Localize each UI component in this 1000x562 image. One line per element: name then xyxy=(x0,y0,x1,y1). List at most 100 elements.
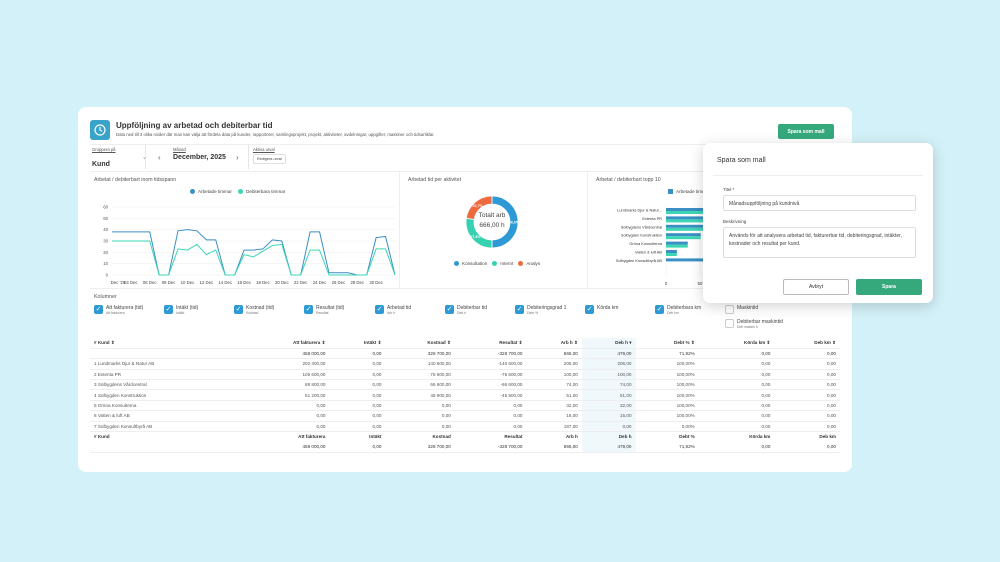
column-checkbox[interactable]: ✓ Debiterbara km Deb km xyxy=(655,305,701,315)
sort-icon: ⇕ xyxy=(574,339,578,345)
save-template-button[interactable]: Spara som mall xyxy=(778,124,834,139)
title-input[interactable]: Månadsuppföljning på kundnivå xyxy=(723,195,916,211)
footer-label: Intäkt xyxy=(369,434,382,440)
total-cell xyxy=(90,348,241,360)
table-row[interactable]: 1 Lundmarks Djur & Natur AB 202 400,00 0,0… xyxy=(90,358,840,370)
edit-filter-button[interactable]: Redigera urval xyxy=(253,154,286,164)
table-row[interactable]: 4 Solbygden Konstruktion 61 200,00 0,00 45 … xyxy=(90,389,840,401)
bar-debiterbara xyxy=(666,227,717,231)
prev-month-icon[interactable]: ‹ xyxy=(158,153,161,162)
column-checkbox[interactable]: ✓ Att fakturera (tid) Att fakturera xyxy=(94,305,143,315)
table-cell: 0,00 xyxy=(454,421,527,433)
line-chart-panel: Arbetat / debiterbart inom tidsspann Arb… xyxy=(90,172,400,288)
column-checkbox[interactable]: ✓ Intäkt (tid) Intäkt xyxy=(164,305,198,315)
column-header[interactable]: Körda km ⇕ xyxy=(698,338,775,349)
legend-dot-icon xyxy=(454,261,459,266)
table-cell: 0,00 xyxy=(774,421,840,433)
save-button[interactable]: Spara xyxy=(856,279,922,295)
column-checkbox[interactable]: Maskintid xyxy=(725,305,758,314)
footer-label: Arb h xyxy=(565,434,578,440)
checkbox-checked-icon: ✓ xyxy=(375,305,384,314)
column-header[interactable]: Resultat ⇕ xyxy=(454,338,527,349)
total-cell: 0,00 xyxy=(774,348,840,360)
table-cell: 140 600,00 xyxy=(385,358,455,370)
modal-title: Spara som mall xyxy=(717,157,766,164)
column-header[interactable]: Deb km ⇕ xyxy=(774,338,840,349)
table-cell: 0,00 xyxy=(698,358,775,370)
column-header[interactable]: Arb h ⇕ xyxy=(526,338,582,349)
column-sublabel: Debt % xyxy=(527,311,539,315)
x-tick-label: 0 xyxy=(665,281,668,286)
column-label: Debiterbar maskintid xyxy=(737,319,783,325)
bar-arbetade xyxy=(666,250,677,253)
legend-dot-icon xyxy=(190,189,195,194)
table-cell: 202 400,00 xyxy=(240,358,330,370)
x-tick-label: 50 xyxy=(698,281,703,286)
group-label: Gruppera på xyxy=(92,147,116,152)
column-checkbox[interactable]: ✓ Arbetad tid Arb h xyxy=(375,305,411,315)
column-checkbox[interactable]: ✓ Kostnad (tid) Kostnad xyxy=(234,305,274,315)
table-cell: 0,00 xyxy=(774,410,840,422)
total-cell: 0,00 xyxy=(698,348,775,360)
total-cell: 666,00 xyxy=(526,348,582,360)
legend-dot-icon xyxy=(518,261,524,266)
table-cell: 0,00 xyxy=(698,410,775,422)
legend-arbetade: Arbetade timmar xyxy=(676,189,710,194)
table-row[interactable]: 6 Vatten & luft AB 0,00 0,00 0,00 0,00 16,00 1… xyxy=(90,410,840,422)
table-cell: 0,00 xyxy=(329,410,386,422)
header-label: Resultat xyxy=(499,339,518,345)
table-cell: 0,00 xyxy=(240,421,330,433)
column-label: Debiterbara km xyxy=(667,305,702,311)
checkbox-checked-icon: ✓ xyxy=(655,305,664,314)
column-sublabel: Kostnad xyxy=(246,311,259,315)
bar-category-label: Vatten & luft AB xyxy=(635,250,662,255)
header-label: Körda km xyxy=(744,339,766,345)
next-month-icon[interactable]: › xyxy=(236,153,239,162)
table-cell: 4 Solbygden Konstruktion xyxy=(90,389,241,401)
x-tick-label: 14 Dec xyxy=(218,280,232,285)
table-cell: 0,00 xyxy=(329,369,386,381)
y-tick-label: 50 xyxy=(103,216,108,221)
column-checkbox[interactable]: ✓ Debiterbar tid Deb h xyxy=(445,305,487,315)
x-tick-label: 20 Dec xyxy=(275,280,289,285)
footer-label: Deb km xyxy=(819,434,836,440)
checkbox-checked-icon: ✓ xyxy=(94,305,103,314)
column-header[interactable]: Debt % ⇕ xyxy=(635,338,699,349)
y-tick-label: 30 xyxy=(103,239,108,244)
group-select[interactable]: Kund ⌄ xyxy=(92,153,152,168)
column-checkbox[interactable]: ✓ Resultat (tid) Resultat xyxy=(304,305,344,315)
table-cell: 32,00 xyxy=(526,400,582,412)
table-cell: 7 Solbygden Konsultbyrå AB xyxy=(90,421,241,433)
x-tick-label: 06 Dec xyxy=(143,280,157,285)
table-cell: 74,00 xyxy=(581,379,636,391)
table-cell: 100,00% xyxy=(635,400,699,412)
column-header[interactable]: Intäkt ⇕ xyxy=(329,338,386,349)
column-checkbox[interactable]: ✓ Körda km xyxy=(585,305,618,314)
cancel-button[interactable]: Avbryt xyxy=(783,279,849,295)
bar-title: Arbetat / debiterbart topp 10 xyxy=(596,177,661,183)
total-cell: 479,00 xyxy=(581,348,636,360)
description-label: Beskrivning xyxy=(723,219,747,224)
legend-analys: Analys xyxy=(526,261,541,266)
description-textarea[interactable]: Används för att analysera arbetad tid, f… xyxy=(723,227,916,258)
column-checkbox[interactable]: Debiterbar maskintid Deb maskin h xyxy=(725,319,783,329)
checkbox-checked-icon: ✓ xyxy=(445,305,454,314)
header-label: Debt % xyxy=(674,339,690,345)
column-header[interactable]: Deb h ▾ xyxy=(581,338,636,349)
column-header[interactable]: # Kund ⇕ xyxy=(90,338,241,349)
table-row[interactable]: 7 Solbygden Konsultbyrå AB 0,00 0,00 0,00 0,… xyxy=(90,421,840,433)
table-row[interactable]: 3 Solbygdens Vårdcentral 88 800,00 0,00 66 … xyxy=(90,379,840,391)
table-row[interactable]: 5 Gröna Konsulterna 0,00 0,00 0,00 0,00 32,00… xyxy=(90,400,840,412)
column-sublabel: Resultat xyxy=(316,311,329,315)
table-cell: -75 600,00 xyxy=(454,369,527,381)
column-header[interactable]: Kostnad ⇕ xyxy=(385,338,455,349)
column-checkbox[interactable]: ✓ Debiteringsgrad 1 Debt % xyxy=(515,305,566,315)
footer-total-cell: 328 700,00 xyxy=(385,441,455,453)
slice-label: 27,3% xyxy=(470,235,481,239)
header-row: # Kund ⇕ Att fakturera ⇕ Intäkt ⇕ Kostnad ⇕… xyxy=(90,338,840,349)
header-label: Kostnad xyxy=(427,339,446,345)
column-header[interactable]: Att fakturera ⇕ xyxy=(240,338,330,349)
table-cell: 0,00 xyxy=(698,369,775,381)
table-cell: 0,00 xyxy=(385,400,455,412)
table-row[interactable]: 2 Extenta PR 106 600,00 0,00 75 600,00 -75 6… xyxy=(90,369,840,381)
